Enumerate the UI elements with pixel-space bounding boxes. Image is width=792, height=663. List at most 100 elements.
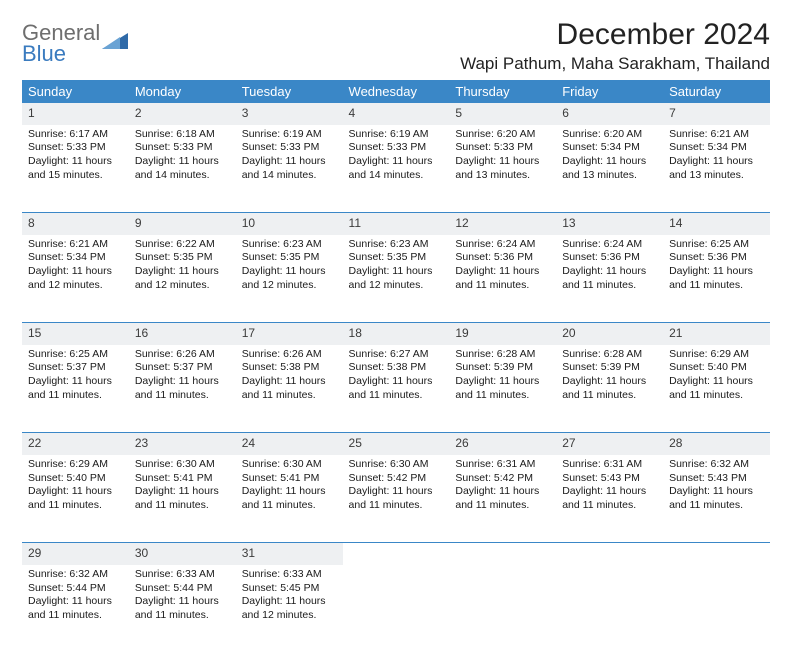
sunset-line: Sunset: 5:34 PM <box>669 141 764 155</box>
day-content-cell: Sunrise: 6:20 AMSunset: 5:33 PMDaylight:… <box>449 125 556 213</box>
day-number-cell: 20 <box>556 323 663 345</box>
daylight-line: Daylight: 11 hours and 11 minutes. <box>242 485 337 512</box>
daylight-line: Daylight: 11 hours and 11 minutes. <box>669 375 764 402</box>
day-number-cell: 10 <box>236 213 343 235</box>
day-content-cell: Sunrise: 6:21 AMSunset: 5:34 PMDaylight:… <box>663 125 770 213</box>
sunrise-line: Sunrise: 6:30 AM <box>242 458 337 472</box>
empty-cell <box>343 565 450 653</box>
day-number-cell: 28 <box>663 433 770 455</box>
sunset-line: Sunset: 5:41 PM <box>242 472 337 486</box>
title-block: December 2024 Wapi Pathum, Maha Sarakham… <box>460 18 770 74</box>
sunset-line: Sunset: 5:35 PM <box>242 251 337 265</box>
sunrise-line: Sunrise: 6:26 AM <box>242 348 337 362</box>
day-content-cell: Sunrise: 6:22 AMSunset: 5:35 PMDaylight:… <box>129 235 236 323</box>
day-content-cell: Sunrise: 6:19 AMSunset: 5:33 PMDaylight:… <box>343 125 450 213</box>
weekday-header: Friday <box>556 80 663 103</box>
month-title: December 2024 <box>460 18 770 52</box>
day-number-row: 1234567 <box>22 103 770 125</box>
day-content-row: Sunrise: 6:25 AMSunset: 5:37 PMDaylight:… <box>22 345 770 433</box>
sunset-line: Sunset: 5:38 PM <box>349 361 444 375</box>
calendar-page: General Blue December 2024 Wapi Pathum, … <box>0 0 792 663</box>
sunset-line: Sunset: 5:33 PM <box>349 141 444 155</box>
sunset-line: Sunset: 5:42 PM <box>349 472 444 486</box>
day-number-cell: 11 <box>343 213 450 235</box>
day-content-cell: Sunrise: 6:26 AMSunset: 5:37 PMDaylight:… <box>129 345 236 433</box>
day-number-cell: 1 <box>22 103 129 125</box>
sunset-line: Sunset: 5:44 PM <box>135 582 230 596</box>
day-content-cell: Sunrise: 6:25 AMSunset: 5:37 PMDaylight:… <box>22 345 129 433</box>
day-number-cell: 19 <box>449 323 556 345</box>
day-number-cell: 8 <box>22 213 129 235</box>
day-number-cell: 2 <box>129 103 236 125</box>
sunset-line: Sunset: 5:38 PM <box>242 361 337 375</box>
weekday-header: Tuesday <box>236 80 343 103</box>
daylight-line: Daylight: 11 hours and 14 minutes. <box>135 155 230 182</box>
sunrise-line: Sunrise: 6:28 AM <box>562 348 657 362</box>
day-content-cell: Sunrise: 6:33 AMSunset: 5:44 PMDaylight:… <box>129 565 236 653</box>
day-number-cell: 5 <box>449 103 556 125</box>
day-number-cell: 25 <box>343 433 450 455</box>
sunset-line: Sunset: 5:42 PM <box>455 472 550 486</box>
day-content-cell: Sunrise: 6:25 AMSunset: 5:36 PMDaylight:… <box>663 235 770 323</box>
day-content-cell: Sunrise: 6:29 AMSunset: 5:40 PMDaylight:… <box>22 455 129 543</box>
day-content-cell: Sunrise: 6:30 AMSunset: 5:41 PMDaylight:… <box>236 455 343 543</box>
daylight-line: Daylight: 11 hours and 11 minutes. <box>28 485 123 512</box>
daylight-line: Daylight: 11 hours and 11 minutes. <box>349 485 444 512</box>
daylight-line: Daylight: 11 hours and 11 minutes. <box>562 485 657 512</box>
day-number-row: 15161718192021 <box>22 323 770 345</box>
calendar-body: 1234567Sunrise: 6:17 AMSunset: 5:33 PMDa… <box>22 103 770 653</box>
empty-cell <box>663 543 770 565</box>
sunrise-line: Sunrise: 6:24 AM <box>455 238 550 252</box>
header: General Blue December 2024 Wapi Pathum, … <box>22 18 770 74</box>
sunset-line: Sunset: 5:35 PM <box>135 251 230 265</box>
day-content-row: Sunrise: 6:17 AMSunset: 5:33 PMDaylight:… <box>22 125 770 213</box>
day-number-row: 22232425262728 <box>22 433 770 455</box>
day-content-cell: Sunrise: 6:24 AMSunset: 5:36 PMDaylight:… <box>449 235 556 323</box>
day-number-cell: 6 <box>556 103 663 125</box>
empty-cell <box>556 565 663 653</box>
day-content-cell: Sunrise: 6:21 AMSunset: 5:34 PMDaylight:… <box>22 235 129 323</box>
calendar-table: Sunday Monday Tuesday Wednesday Thursday… <box>22 80 770 653</box>
daylight-line: Daylight: 11 hours and 11 minutes. <box>455 485 550 512</box>
sunset-line: Sunset: 5:37 PM <box>135 361 230 375</box>
day-number-cell: 30 <box>129 543 236 565</box>
sunrise-line: Sunrise: 6:20 AM <box>455 128 550 142</box>
sunrise-line: Sunrise: 6:31 AM <box>455 458 550 472</box>
day-content-cell: Sunrise: 6:32 AMSunset: 5:43 PMDaylight:… <box>663 455 770 543</box>
day-number-cell: 27 <box>556 433 663 455</box>
day-number-cell: 3 <box>236 103 343 125</box>
daylight-line: Daylight: 11 hours and 11 minutes. <box>135 375 230 402</box>
sunrise-line: Sunrise: 6:29 AM <box>28 458 123 472</box>
daylight-line: Daylight: 11 hours and 11 minutes. <box>562 265 657 292</box>
day-content-cell: Sunrise: 6:17 AMSunset: 5:33 PMDaylight:… <box>22 125 129 213</box>
empty-cell <box>449 543 556 565</box>
sunrise-line: Sunrise: 6:23 AM <box>349 238 444 252</box>
logo: General Blue <box>22 22 128 65</box>
sunrise-line: Sunrise: 6:21 AM <box>669 128 764 142</box>
daylight-line: Daylight: 11 hours and 11 minutes. <box>349 375 444 402</box>
daylight-line: Daylight: 11 hours and 13 minutes. <box>669 155 764 182</box>
sunrise-line: Sunrise: 6:25 AM <box>669 238 764 252</box>
day-number-cell: 12 <box>449 213 556 235</box>
daylight-line: Daylight: 11 hours and 11 minutes. <box>562 375 657 402</box>
daylight-line: Daylight: 11 hours and 11 minutes. <box>669 265 764 292</box>
day-content-cell: Sunrise: 6:27 AMSunset: 5:38 PMDaylight:… <box>343 345 450 433</box>
day-content-cell: Sunrise: 6:23 AMSunset: 5:35 PMDaylight:… <box>343 235 450 323</box>
sunrise-line: Sunrise: 6:19 AM <box>242 128 337 142</box>
daylight-line: Daylight: 11 hours and 12 minutes. <box>242 265 337 292</box>
day-content-cell: Sunrise: 6:24 AMSunset: 5:36 PMDaylight:… <box>556 235 663 323</box>
day-content-cell: Sunrise: 6:31 AMSunset: 5:43 PMDaylight:… <box>556 455 663 543</box>
sunset-line: Sunset: 5:36 PM <box>562 251 657 265</box>
daylight-line: Daylight: 11 hours and 11 minutes. <box>669 485 764 512</box>
day-number-row: 293031 <box>22 543 770 565</box>
day-content-cell: Sunrise: 6:28 AMSunset: 5:39 PMDaylight:… <box>556 345 663 433</box>
day-number-cell: 21 <box>663 323 770 345</box>
daylight-line: Daylight: 11 hours and 13 minutes. <box>562 155 657 182</box>
day-content-row: Sunrise: 6:21 AMSunset: 5:34 PMDaylight:… <box>22 235 770 323</box>
sunrise-line: Sunrise: 6:21 AM <box>28 238 123 252</box>
sunset-line: Sunset: 5:43 PM <box>669 472 764 486</box>
weekday-header: Sunday <box>22 80 129 103</box>
sunset-line: Sunset: 5:41 PM <box>135 472 230 486</box>
day-content-cell: Sunrise: 6:23 AMSunset: 5:35 PMDaylight:… <box>236 235 343 323</box>
sunset-line: Sunset: 5:33 PM <box>242 141 337 155</box>
